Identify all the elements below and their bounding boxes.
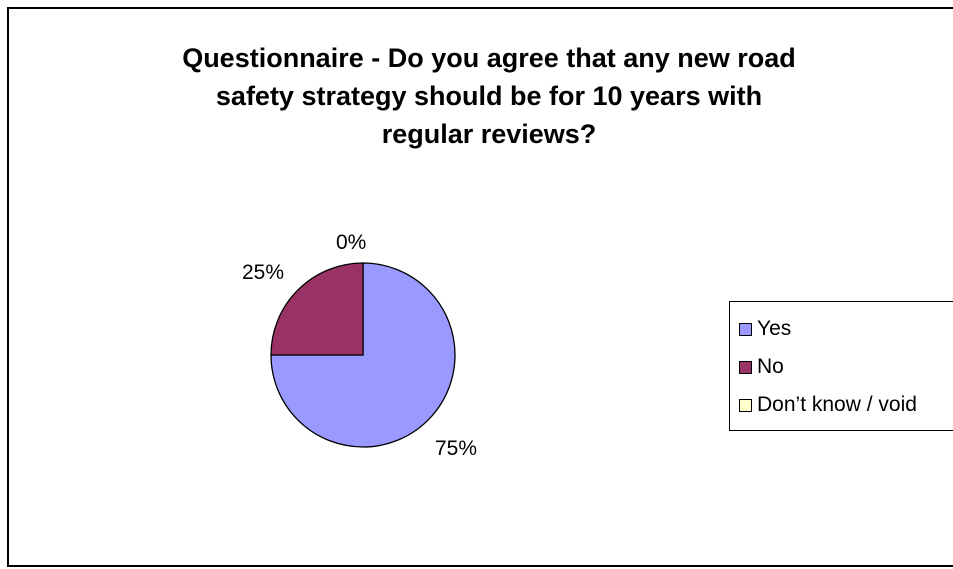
legend-label-no: No: [757, 355, 784, 378]
data-label-no: 25%: [242, 261, 284, 284]
data-label-yes: 75%: [435, 437, 477, 460]
legend-label-dont-know: Don’t know / void: [757, 393, 917, 416]
chart-title-line-1: Questionnaire - Do you agree that any ne…: [182, 43, 796, 73]
chart-title-line-2: safety strategy should be for 10 years w…: [215, 81, 763, 111]
chart-area: Questionnaire - Do you agree that any ne…: [7, 7, 953, 567]
legend-item-no: No: [730, 348, 953, 386]
legend-label-yes: Yes: [757, 317, 792, 340]
pie-slice-yes: [270, 262, 456, 448]
legend-swatch-dont-know: [739, 398, 752, 412]
legend-swatch-yes: [739, 322, 752, 336]
legend-item-yes: Yes: [730, 310, 953, 348]
legend: Yes No Don’t know / void: [729, 301, 953, 431]
pie-plot-area: 75% 25% 0%: [242, 231, 477, 460]
legend-swatch-no: [739, 360, 752, 374]
legend-item-dont-know: Don’t know / void: [730, 386, 953, 424]
pie-slice-no: [270, 262, 364, 356]
data-label-dont-know: 0%: [336, 231, 366, 254]
chart-title-line-3: regular reviews?: [381, 119, 597, 149]
chart-title: Questionnaire - Do you agree that any ne…: [9, 39, 953, 153]
